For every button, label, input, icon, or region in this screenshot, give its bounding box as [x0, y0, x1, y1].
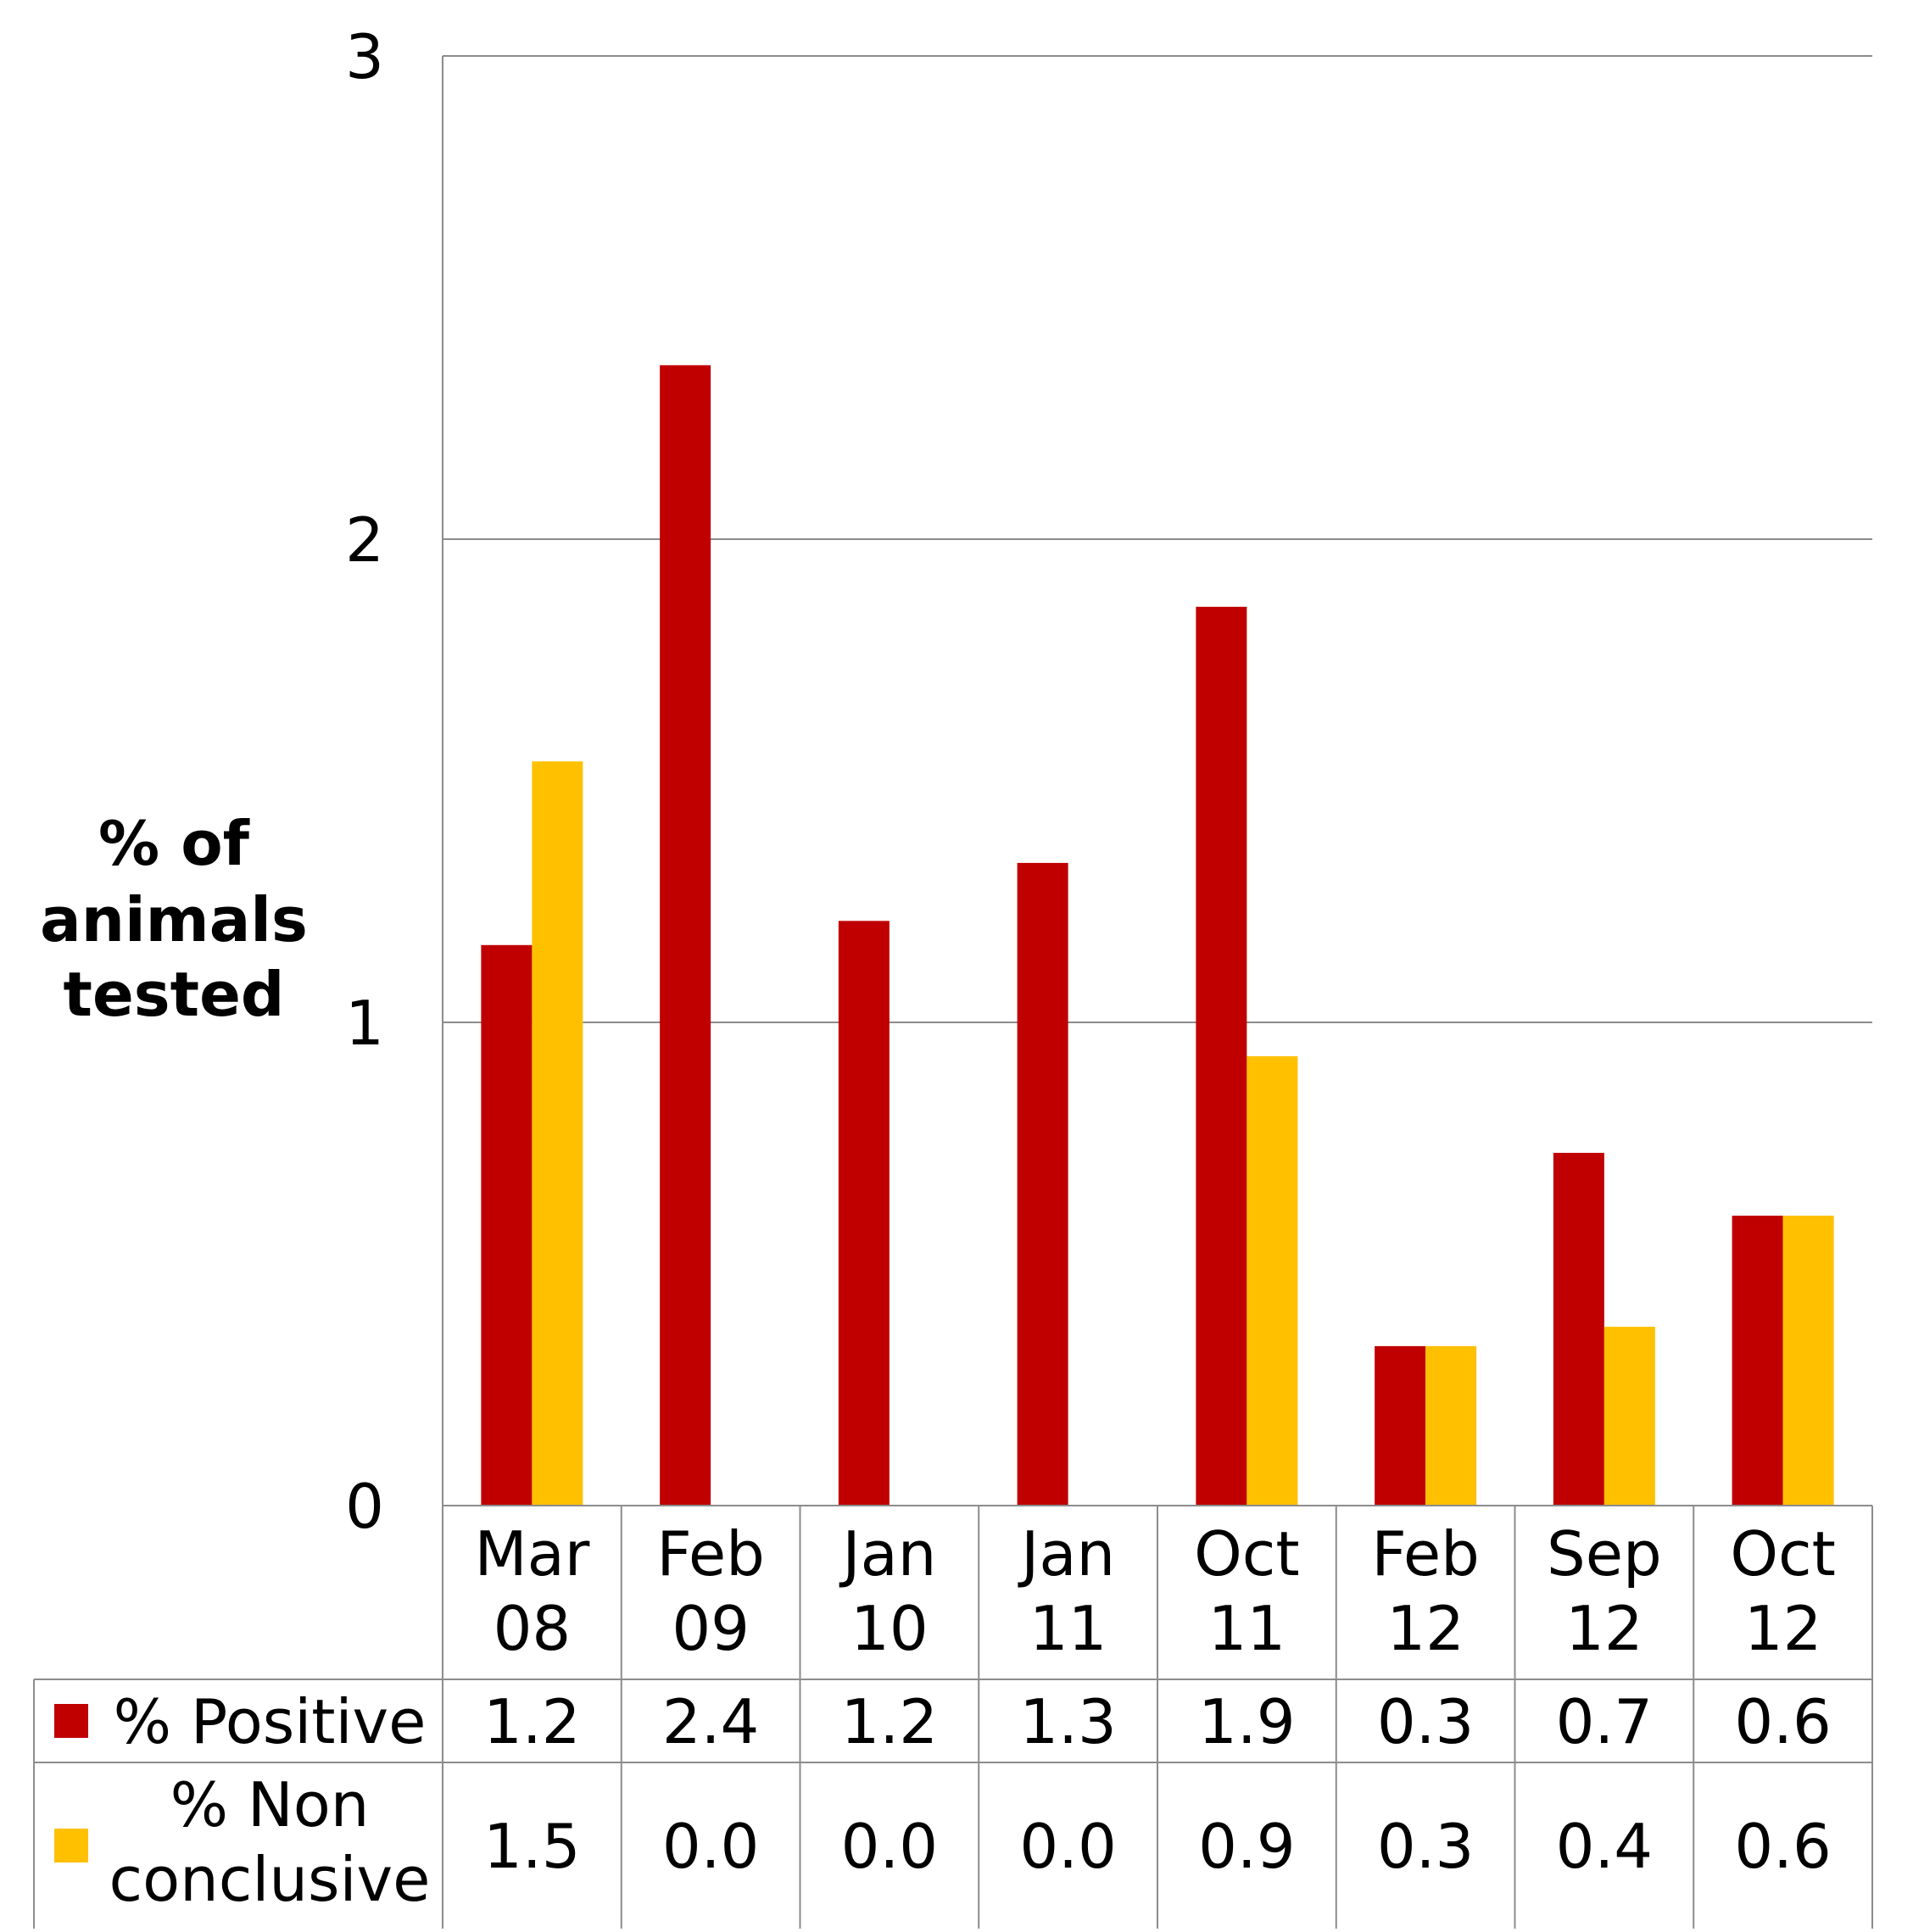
y-tick-label: 3	[345, 21, 384, 92]
category-label: Oct	[1194, 1518, 1300, 1590]
legend-label: conclusive	[109, 1844, 431, 1915]
bar-positive	[481, 944, 533, 1506]
table-value: 1.3	[1019, 1686, 1117, 1757]
legend-label: % Positive	[114, 1686, 427, 1757]
category-label: Feb	[656, 1518, 764, 1590]
table-value: 1.9	[1198, 1686, 1296, 1757]
table-value: 0.4	[1556, 1811, 1654, 1882]
category-label: Oct	[1730, 1518, 1836, 1590]
table-value: 0.6	[1734, 1686, 1832, 1757]
bar-non-conclusive	[1247, 1055, 1298, 1506]
bar-non-conclusive	[532, 761, 583, 1506]
bar-non-conclusive	[1782, 1216, 1834, 1506]
category-label: 08	[494, 1593, 572, 1664]
legend-swatch	[54, 1704, 88, 1738]
category-label: 12	[1565, 1593, 1643, 1664]
table-value: 0.3	[1377, 1811, 1475, 1882]
bar-positive	[1017, 862, 1068, 1506]
table-value: 0.3	[1377, 1686, 1475, 1757]
category-label: Jan	[1018, 1518, 1115, 1590]
category-label: 10	[851, 1593, 929, 1664]
gridlines	[442, 55, 1872, 1506]
y-tick-label: 2	[345, 504, 384, 576]
y-axis-title-line: % of	[98, 808, 250, 879]
table-value: 0.0	[841, 1811, 939, 1882]
bar-non-conclusive	[1603, 1327, 1655, 1506]
table-value: 0.9	[1198, 1811, 1296, 1882]
bar-positive	[1375, 1345, 1426, 1506]
category-label: 11	[1029, 1593, 1107, 1664]
bars	[481, 365, 1834, 1506]
table-value: 1.2	[841, 1686, 939, 1757]
y-tick-label: 0	[345, 1471, 384, 1542]
category-label: 12	[1386, 1593, 1464, 1664]
table-value: 1.2	[483, 1686, 581, 1757]
y-axis-ticks: 0 1 2 3	[345, 21, 384, 1542]
category-label: Mar	[474, 1518, 589, 1590]
table-value: 2.4	[662, 1686, 760, 1757]
y-axis-title-line: animals	[40, 884, 308, 955]
legend-label: % Non	[170, 1769, 370, 1840]
bar-positive	[838, 921, 890, 1506]
legend-swatch	[54, 1829, 88, 1862]
bar-positive	[1553, 1152, 1604, 1506]
y-tick-label: 1	[345, 988, 384, 1059]
category-label: Feb	[1371, 1518, 1479, 1590]
bar-positive	[660, 365, 711, 1506]
data-table: Mar08Feb09Jan10Jan11Oct11Feb12Sep12Oct12…	[33, 1505, 1873, 1929]
bar-positive	[1732, 1216, 1783, 1506]
table-value: 0.0	[662, 1811, 760, 1882]
table-value: 1.5	[483, 1811, 581, 1882]
table-value: 0.0	[1019, 1811, 1117, 1882]
category-label: 11	[1208, 1593, 1286, 1664]
table-value: 0.7	[1556, 1686, 1654, 1757]
category-label: Sep	[1547, 1518, 1662, 1590]
category-label: 09	[672, 1593, 750, 1664]
y-axis-title-line: tested	[64, 959, 285, 1030]
bar-non-conclusive	[1425, 1345, 1477, 1506]
category-label: Jan	[839, 1518, 936, 1590]
bar-positive	[1196, 606, 1247, 1506]
table-value: 0.6	[1734, 1811, 1832, 1882]
category-label: 12	[1744, 1593, 1822, 1664]
